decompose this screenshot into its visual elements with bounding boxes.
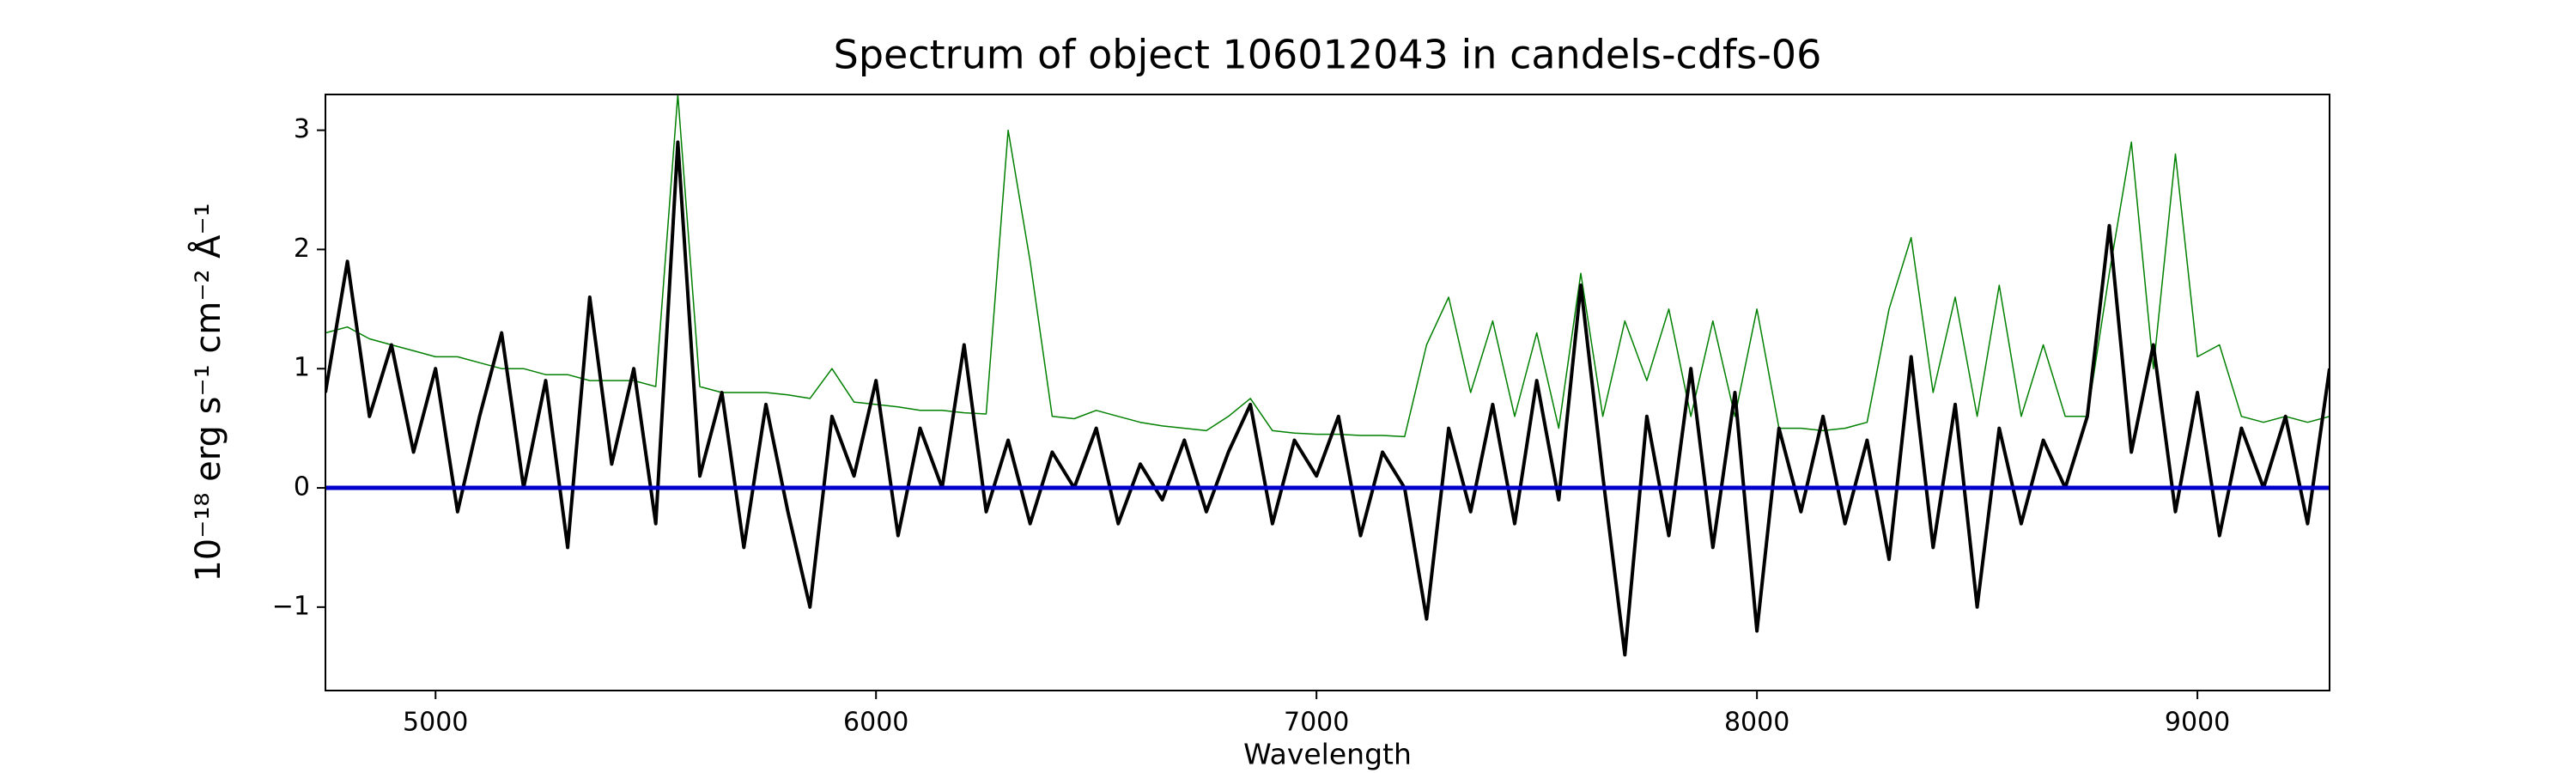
plot-frame [325, 94, 2330, 691]
spectrum-line [325, 94, 2330, 438]
x-tick-label: 6000 [843, 708, 908, 738]
x-axis-label: Wavelength [1243, 738, 1412, 771]
y-tick-label: 3 [294, 114, 310, 144]
y-tick-label: 1 [294, 353, 310, 383]
y-tick-label: 0 [294, 472, 310, 502]
spectrum-line [325, 140, 2330, 657]
y-tick-label: −1 [272, 591, 310, 621]
x-tick-label: 8000 [1724, 708, 1789, 738]
x-tick-label: 5000 [403, 708, 468, 738]
x-tick-label: 9000 [2165, 708, 2230, 738]
y-tick-label: 2 [294, 234, 310, 264]
chart-title: Spectrum of object 106012043 in candels-… [834, 32, 1822, 78]
y-axis-label: 10⁻¹⁸ erg s⁻¹ cm⁻² Å⁻¹ [187, 203, 228, 581]
x-tick-label: 7000 [1284, 708, 1349, 738]
